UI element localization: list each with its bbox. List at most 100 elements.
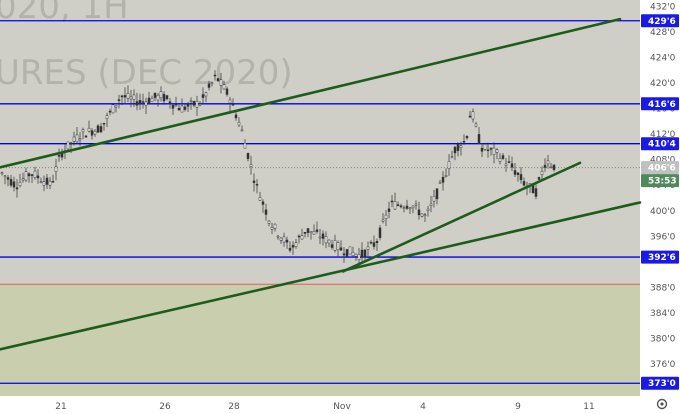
candle-body	[309, 231, 313, 233]
candle-body	[27, 173, 31, 177]
price-tick-11: 388'0	[650, 283, 676, 293]
candle-body	[429, 203, 433, 206]
candle-body	[45, 177, 49, 185]
price-tick-9: 396'0	[650, 232, 676, 242]
candle-body	[171, 104, 175, 109]
time-tick-1: 26	[159, 402, 171, 412]
candle-body	[216, 78, 220, 82]
trendline-1[interactable]	[0, 201, 642, 351]
candle-body	[252, 180, 256, 183]
candle-body	[351, 252, 355, 256]
candle-body	[471, 111, 475, 120]
candle-body	[438, 182, 442, 184]
candle-body	[483, 144, 487, 150]
candle-body	[21, 178, 25, 181]
candle-body	[282, 236, 286, 243]
candle-body	[423, 214, 427, 216]
price-tick-13: 380'0	[650, 335, 676, 345]
candle-body	[159, 91, 163, 99]
candle-body	[474, 123, 478, 127]
candle-body	[108, 110, 112, 113]
lower-zone	[0, 284, 640, 396]
candle-body	[450, 156, 454, 159]
candle-body	[165, 95, 169, 100]
candle-body	[117, 99, 121, 101]
candle-body	[399, 205, 403, 208]
candle-body	[39, 181, 43, 183]
candle-body	[396, 204, 400, 206]
candle-body	[414, 203, 418, 206]
price-tick-3: 420'0	[650, 79, 676, 89]
candle-body	[3, 175, 7, 178]
candle-body	[93, 130, 97, 135]
candle-body	[546, 160, 550, 165]
candle-body	[453, 146, 457, 154]
trendline-2[interactable]	[341, 161, 582, 273]
candle-body	[177, 108, 181, 111]
candle-body	[225, 88, 229, 95]
candle-body	[198, 103, 202, 106]
candle-body	[255, 183, 259, 186]
candle-body	[105, 115, 109, 119]
candle-body	[360, 249, 364, 257]
level-tag-1-bg	[641, 97, 679, 111]
candle-body	[210, 82, 214, 85]
countdown-tag-bg	[641, 174, 679, 188]
candle-body	[534, 188, 538, 197]
candle-body	[75, 134, 79, 143]
candle-body	[411, 205, 415, 209]
candle-body	[390, 200, 394, 203]
price-tick-0: 432'0	[650, 2, 676, 12]
candle-body	[156, 94, 160, 101]
candle-body	[537, 177, 541, 180]
candle-body	[267, 220, 271, 224]
candle-body	[354, 253, 358, 257]
candle-body	[234, 114, 238, 119]
candle-body	[420, 213, 424, 217]
candle-body	[33, 170, 37, 178]
candle-body	[72, 136, 76, 142]
candle-body	[87, 127, 91, 132]
level-tag-3: 392'6	[648, 253, 676, 263]
price-axis-background	[640, 0, 680, 414]
candle-body	[12, 181, 16, 188]
candle-body	[336, 242, 340, 251]
candle-body	[318, 236, 322, 239]
candle-body	[333, 240, 337, 251]
candle-body	[366, 246, 370, 250]
candle-body	[273, 223, 277, 229]
candle-body	[180, 105, 184, 113]
candle-body	[549, 166, 553, 168]
candle-body	[339, 247, 343, 251]
candle-body	[237, 121, 241, 126]
candle-body	[315, 229, 319, 232]
candle-body	[6, 177, 10, 180]
settings-gear-center	[660, 402, 664, 406]
candle-body	[348, 246, 352, 255]
candle-body	[462, 140, 466, 143]
trendline-0[interactable]	[0, 17, 622, 169]
current-price-tag: 406'6	[648, 164, 676, 174]
candle-body	[99, 126, 103, 133]
candle-body	[102, 122, 106, 125]
candle-body	[465, 135, 469, 139]
candle-body	[477, 134, 481, 144]
candle-body	[144, 101, 148, 106]
candle-body	[42, 181, 46, 186]
settings-gear-icon[interactable]	[656, 398, 668, 410]
level-tag-3-bg	[641, 250, 679, 264]
candle-body	[402, 207, 406, 210]
candle-body	[375, 241, 379, 243]
candle-body	[243, 142, 247, 149]
price-tick-14: 376'0	[650, 360, 676, 370]
candle-body	[492, 147, 496, 155]
candle-body	[51, 180, 55, 183]
candle-body	[24, 171, 28, 181]
candle-body	[84, 135, 88, 138]
candle-body	[261, 201, 265, 205]
candle-body	[258, 197, 262, 201]
price-tick-2: 424'0	[650, 53, 676, 63]
candle-body	[357, 253, 361, 260]
level-tag-0: 429'6	[648, 17, 676, 27]
